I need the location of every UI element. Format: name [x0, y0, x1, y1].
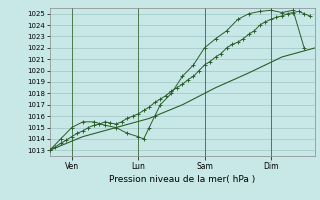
X-axis label: Pression niveau de la mer( hPa ): Pression niveau de la mer( hPa )	[109, 175, 256, 184]
